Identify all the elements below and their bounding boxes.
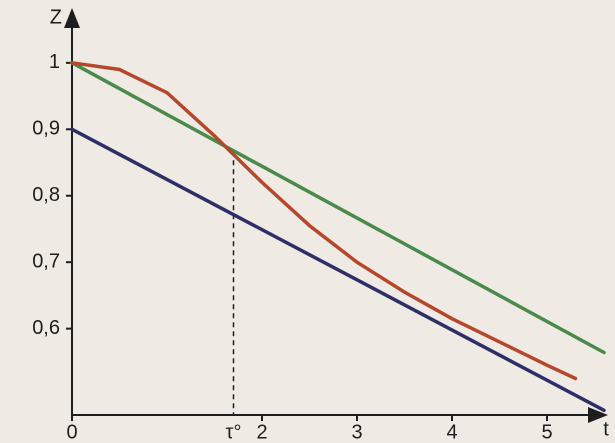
y-tick-label: 0,8 xyxy=(32,184,60,206)
x-tick-label: 5 xyxy=(541,421,552,443)
curve xyxy=(70,127,606,413)
x-tick-label: 4 xyxy=(446,421,457,443)
tau-label: τ° xyxy=(226,421,242,443)
y-tick-label: 1 xyxy=(49,51,60,73)
curve xyxy=(70,61,578,381)
curve xyxy=(70,61,606,355)
x-tick-label: 2 xyxy=(256,421,267,443)
x-tick-label: 3 xyxy=(351,421,362,443)
y-tick-label: 0,6 xyxy=(32,317,60,339)
y-tick-label: 0,9 xyxy=(32,118,60,140)
y-tick-label: 0,7 xyxy=(32,250,60,272)
x-axis-label: t xyxy=(603,418,609,440)
y-axis-label: Z xyxy=(50,6,62,28)
x-tick-label: 0 xyxy=(66,421,77,443)
